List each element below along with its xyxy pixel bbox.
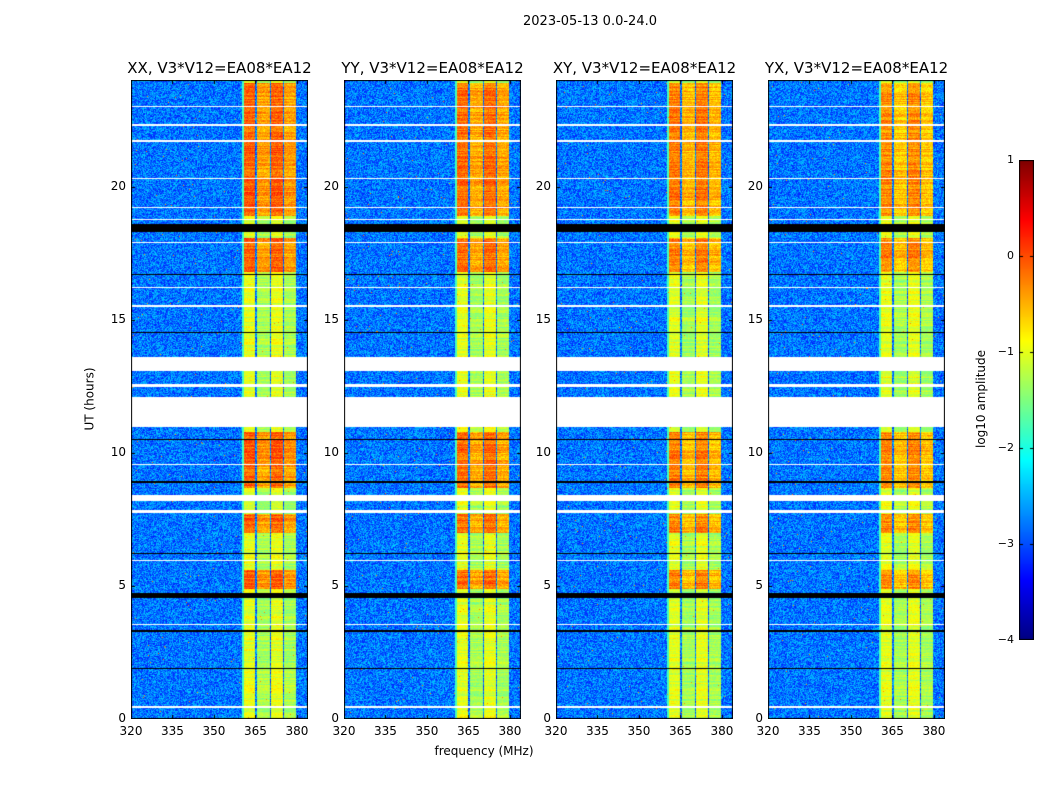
x-tick-label: 365 <box>457 724 480 738</box>
y-tick-label: 0 <box>118 711 126 725</box>
x-tick-label: 380 <box>922 724 946 738</box>
spectrogram-panel-4 <box>768 80 945 719</box>
y-tick-label: 5 <box>331 577 339 592</box>
spectrogram-panel-3 <box>556 80 733 719</box>
figure-title: 2023-05-13 0.0-24.0 <box>523 14 657 29</box>
y-tick-label: 15 <box>747 311 763 326</box>
panel-title: YX, V3*V12=EA08*EA12 <box>764 59 949 77</box>
y-tick-label: 15 <box>535 311 551 326</box>
colorbar-label: log10 amplitude <box>974 349 989 449</box>
y-tick-label: 10 <box>323 444 339 459</box>
colorbar-tick-label: −3 <box>997 537 1014 550</box>
y-tick-label: 15 <box>323 311 339 326</box>
x-tick-label: 335 <box>798 724 821 738</box>
y-tick-label: 20 <box>323 178 339 193</box>
y-tick-label: 10 <box>747 444 763 459</box>
x-tick-label: 335 <box>374 724 397 738</box>
x-tick-label: 380 <box>285 724 309 738</box>
x-tick-label: 365 <box>881 724 904 738</box>
x-tick-label: 350 <box>839 724 863 738</box>
colorbar-tick-label: 0 <box>1007 249 1014 262</box>
x-tick-label: 335 <box>161 724 184 738</box>
y-tick-label: 5 <box>543 577 551 592</box>
y-tick-label: 5 <box>118 577 126 592</box>
panel-title: XY, V3*V12=EA08*EA12 <box>552 59 737 77</box>
x-tick-label: 320 <box>756 724 780 738</box>
colorbar <box>1019 160 1034 640</box>
colorbar-tick-label: −2 <box>997 441 1014 454</box>
x-tick-label: 380 <box>710 724 734 738</box>
y-tick-label: 10 <box>535 444 551 459</box>
x-tick-label: 320 <box>544 724 568 738</box>
x-tick-label: 335 <box>586 724 609 738</box>
panel-title: YY, V3*V12=EA08*EA12 <box>341 59 524 77</box>
y-tick-label: 0 <box>755 711 763 725</box>
y-axis-label: UT (hours) <box>82 367 97 431</box>
y-tick-label: 15 <box>110 311 126 326</box>
y-tick-label: 10 <box>110 444 126 459</box>
y-tick-label: 20 <box>747 178 763 193</box>
colorbar-tick-label: −4 <box>997 633 1014 646</box>
spectrogram-panel-2 <box>344 80 521 719</box>
x-tick-label: 380 <box>498 724 522 738</box>
x-tick-label: 350 <box>627 724 651 738</box>
x-tick-label: 365 <box>244 724 267 738</box>
panel-title: XX, V3*V12=EA08*EA12 <box>127 59 312 77</box>
x-tick-label: 350 <box>415 724 439 738</box>
y-tick-label: 0 <box>331 711 339 725</box>
x-tick-label: 320 <box>332 724 356 738</box>
x-tick-label: 320 <box>119 724 143 738</box>
y-tick-label: 0 <box>543 711 551 725</box>
y-tick-label: 20 <box>535 178 551 193</box>
x-tick-label: 350 <box>202 724 226 738</box>
y-tick-label: 20 <box>110 178 126 193</box>
x-axis-label: frequency (MHz) <box>434 744 534 758</box>
spectrogram-panel-1 <box>131 80 308 719</box>
colorbar-tick-label: 1 <box>1007 153 1014 166</box>
colorbar-tick-label: −1 <box>997 345 1014 358</box>
y-tick-label: 5 <box>755 577 763 592</box>
x-tick-label: 365 <box>669 724 692 738</box>
